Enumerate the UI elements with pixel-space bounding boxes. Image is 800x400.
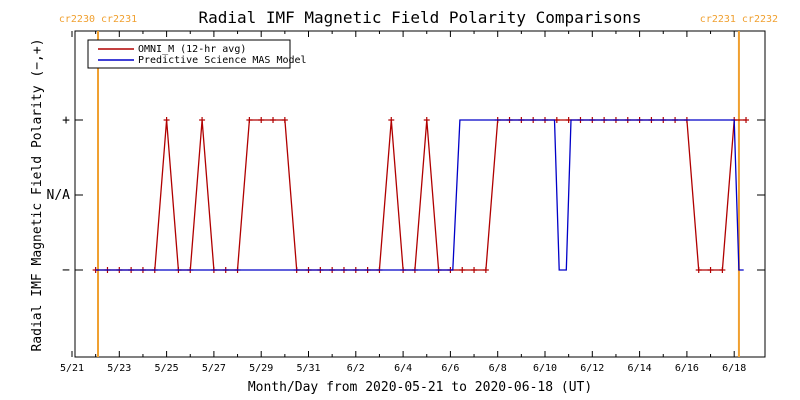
data-point [199, 117, 206, 123]
carrington-label-before: cr2231 [700, 14, 736, 25]
chart-title: Radial IMF Magnetic Field Polarity Compa… [198, 8, 641, 27]
data-point [459, 267, 466, 273]
data-point [258, 117, 265, 123]
y-tick-label: + [62, 113, 70, 128]
legend-label-omni: OMNI_M (12-hr avg) [138, 44, 246, 55]
x-axis-label: Month/Day from 2020-05-21 to 2020-06-18 … [248, 380, 592, 395]
x-tick-label: 5/29 [249, 363, 273, 374]
x-tick-label: 5/21 [60, 363, 84, 374]
data-point [270, 117, 277, 123]
x-tick-label: 6/18 [722, 363, 746, 374]
x-tick-label: 5/31 [296, 363, 320, 374]
carrington-label-after: cr2232 [742, 14, 778, 25]
data-point [423, 117, 430, 123]
data-point [163, 117, 170, 123]
data-point [388, 117, 395, 123]
data-point [707, 267, 714, 273]
x-tick-label: 6/2 [347, 363, 365, 374]
y-tick-label: N/A [47, 188, 71, 203]
x-tick-label: 6/14 [628, 363, 652, 374]
data-point [743, 117, 750, 123]
carrington-label-after: cr2231 [101, 14, 137, 25]
x-tick-label: 5/25 [155, 363, 179, 374]
plot-frame [74, 30, 766, 358]
data-point [246, 117, 253, 123]
legend: OMNI_M (12-hr avg) Predictive Science MA… [87, 39, 307, 69]
series-line-0 [95, 119, 746, 271]
series-group [92, 117, 750, 273]
carrington-rotation-markers: cr2230 cr2231 cr2231 cr2232 [59, 14, 778, 357]
series-line-1 [95, 119, 744, 271]
data-point [695, 267, 702, 273]
legend-box [87, 39, 291, 69]
legend-label-mas: Predictive Science MAS Model [138, 55, 307, 66]
x-tick-label: 5/23 [107, 363, 131, 374]
x-tick-label: 6/12 [580, 363, 604, 374]
data-point [482, 267, 489, 273]
x-tick-label: 6/16 [675, 363, 699, 374]
x-tick-label: 5/27 [202, 363, 226, 374]
data-point [281, 117, 288, 123]
plot-area: 5/21 5/23 5/25 5/27 5/29 5/31 6/2 6/4 6/6 6/8 6/10… [47, 14, 779, 374]
carrington-label-before: cr2230 [59, 14, 95, 25]
x-tick-label: 6/6 [441, 363, 459, 374]
y-axis-label: Radial IMF Magnetic Field Polarity (−,+) [30, 38, 45, 351]
y-tick-label: − [62, 263, 70, 278]
x-tick-label: 6/10 [533, 363, 557, 374]
data-point [471, 267, 478, 273]
data-point [719, 267, 726, 273]
x-tick-label: 6/8 [489, 363, 507, 374]
axis-ticks: 5/21 5/23 5/25 5/27 5/29 5/31 6/2 6/4 6/6 6/8 6/10… [47, 31, 765, 374]
x-tick-label: 6/4 [394, 363, 412, 374]
